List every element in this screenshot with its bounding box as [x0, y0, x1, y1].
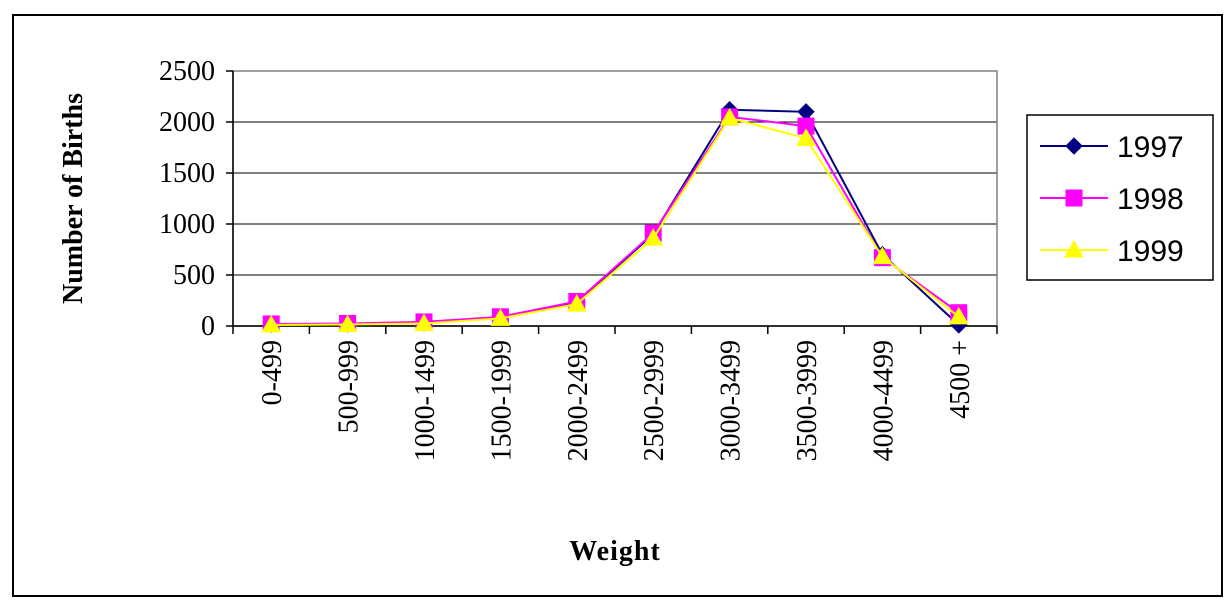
legend-marker	[1064, 239, 1084, 258]
series-line	[271, 115, 960, 325]
data-point	[261, 314, 282, 333]
x-tick-label: 1000-1499	[410, 340, 441, 461]
data-point	[566, 294, 587, 312]
x-tick-labels: 0-499 500-999 1000-1499 1500-1999 2000-2499 2…	[257, 340, 976, 461]
y-tick-label: 500	[173, 260, 215, 291]
legend-label: 1999	[1117, 235, 1184, 268]
x-tick-label: 1500-1999	[486, 340, 517, 461]
legend-item-1997: 1997	[1040, 131, 1184, 164]
series-1998	[262, 108, 968, 333]
data-point	[797, 103, 815, 121]
x-tick-label: 0-499	[257, 340, 288, 405]
x-tick-label: 3500-3999	[792, 340, 823, 461]
y-tick-label: 0	[201, 311, 215, 342]
data-point	[796, 128, 816, 146]
x-tick-label: 3000-3499	[716, 340, 747, 461]
legend-item-1999: 1999	[1040, 235, 1184, 268]
y-tick-label: 1500	[159, 158, 215, 189]
chart-frame	[12, 14, 1223, 597]
y-tick-label: 1000	[159, 209, 215, 240]
data-point	[643, 228, 664, 246]
y-tick-label: 2000	[159, 107, 215, 138]
legend-label: 1997	[1117, 131, 1184, 164]
legend-marker	[1065, 189, 1083, 207]
data-point	[414, 313, 434, 331]
data-point	[490, 308, 511, 326]
x-tick-label: 500-999	[334, 340, 365, 433]
plot-area-border	[232, 70, 998, 327]
x-tick-label: 4500 +	[945, 340, 976, 419]
data-point	[337, 314, 358, 332]
series-line	[271, 108, 960, 326]
data-point	[948, 306, 969, 325]
series-1999	[261, 107, 969, 333]
legend-item-1998: 1998	[1040, 183, 1184, 216]
y-tick-labels: 0 500 1000 1500 2000 2500	[159, 56, 215, 342]
series-1997	[262, 101, 968, 334]
gridlines	[233, 70, 997, 276]
series-layer	[261, 101, 969, 334]
y-tick-label: 2500	[159, 56, 215, 87]
x-axis-title: Weight	[569, 536, 661, 567]
legend-marker	[1065, 137, 1083, 155]
x-tick-label: 4000-4499	[868, 340, 899, 461]
data-point	[872, 246, 893, 265]
data-point	[719, 107, 740, 126]
legend-label: 1998	[1117, 183, 1184, 216]
legend: 1997 1998 1999	[1026, 114, 1214, 281]
x-tick-label: 2500-2999	[639, 340, 670, 461]
series-line	[271, 116, 960, 326]
x-tick-label: 2000-2499	[563, 340, 594, 461]
y-axis-title: Number of Births	[58, 93, 89, 304]
axes	[226, 70, 998, 334]
